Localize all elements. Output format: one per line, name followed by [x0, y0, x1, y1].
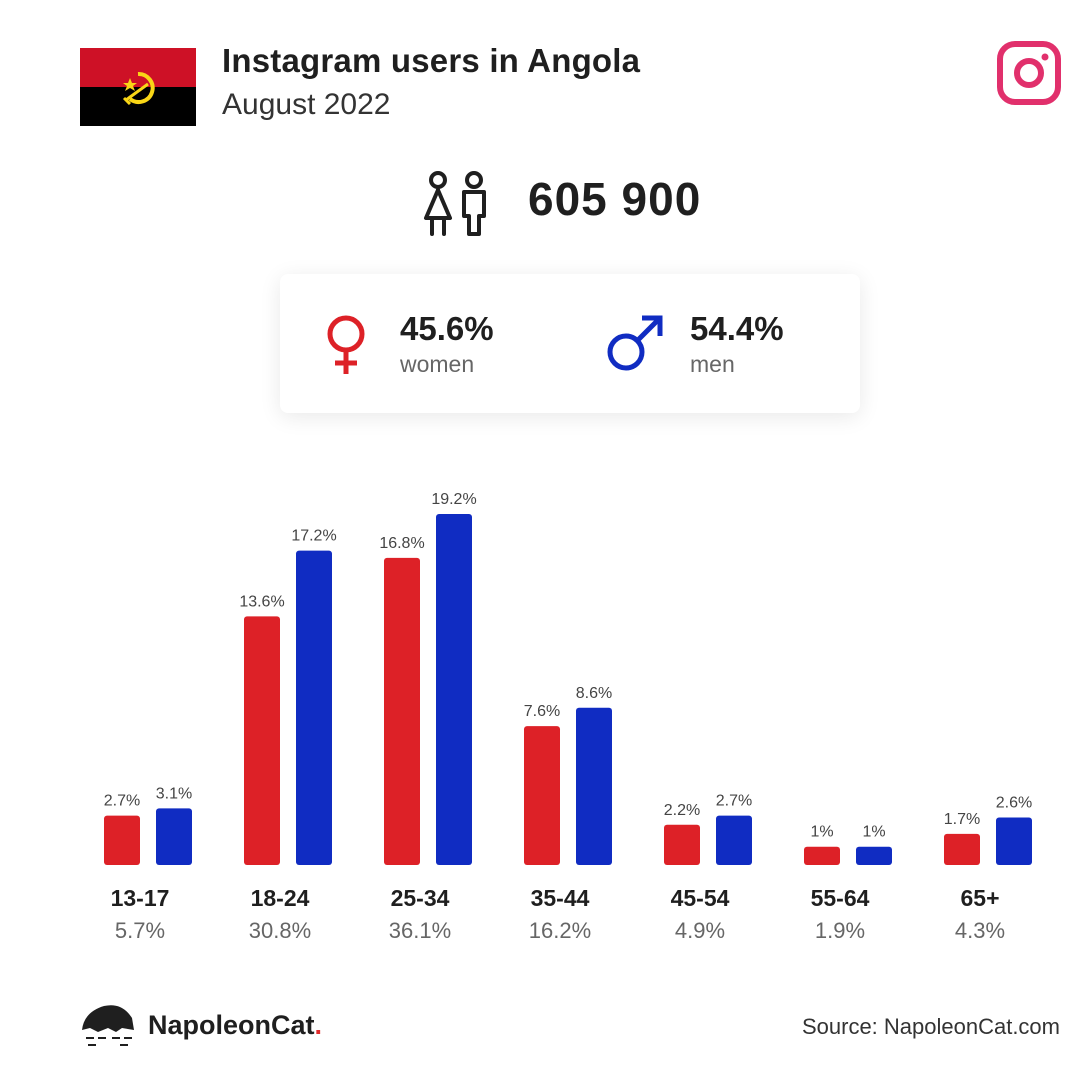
bar-women-45-54 — [664, 824, 700, 865]
category-label-25-34: 25-34 — [391, 885, 450, 911]
category-label-13-17: 13-17 — [111, 885, 170, 911]
data-label-women-65+: 1.7% — [944, 811, 980, 828]
category-total-45-54: 4.9% — [675, 918, 725, 943]
total-users-value: 605 900 — [528, 173, 702, 225]
age-gender-bar-chart: 2.7% 3.1% 13-17 5.7% 13.6% 17.2% 18-24 30.8% 16.… — [104, 491, 1032, 943]
category-label-45-54: 45-54 — [671, 885, 730, 911]
page-subtitle: August 2022 — [222, 88, 391, 121]
category-label-65+: 65+ — [960, 885, 999, 911]
data-label-men-25-34: 19.2% — [431, 491, 476, 508]
data-label-women-55-64: 1% — [810, 824, 833, 841]
data-label-men-13-17: 3.1% — [156, 785, 192, 802]
data-label-women-25-34: 16.8% — [379, 535, 424, 552]
category-label-55-64: 55-64 — [811, 885, 870, 911]
women-label: women — [400, 351, 475, 377]
page-title: Instagram users in Angola — [222, 42, 641, 79]
category-total-55-64: 1.9% — [815, 918, 865, 943]
users-icon — [424, 171, 486, 236]
bar-men-65+ — [996, 817, 1032, 865]
bar-men-35-44 — [576, 707, 612, 865]
data-label-men-18-24: 17.2% — [291, 528, 336, 545]
women-percentage: 45.6% — [400, 310, 494, 347]
category-total-18-24: 30.8% — [249, 918, 311, 943]
bar-men-55-64 — [856, 846, 892, 865]
bar-women-25-34 — [384, 557, 420, 865]
men-percentage: 54.4% — [690, 310, 784, 347]
category-label-18-24: 18-24 — [251, 885, 310, 911]
male-icon — [607, 315, 663, 371]
data-label-men-65+: 2.6% — [996, 794, 1032, 811]
bar-men-45-54 — [716, 815, 752, 865]
bar-women-13-17 — [104, 815, 140, 865]
category-total-35-44: 16.2% — [529, 918, 591, 943]
bar-men-18-24 — [296, 550, 332, 865]
angola-flag-icon — [80, 48, 196, 126]
data-label-women-35-44: 7.6% — [524, 703, 560, 720]
bar-women-55-64 — [804, 846, 840, 865]
bar-men-13-17 — [156, 808, 192, 865]
data-label-men-45-54: 2.7% — [716, 793, 752, 810]
bar-women-65+ — [944, 833, 980, 865]
data-label-men-55-64: 1% — [862, 824, 885, 841]
category-total-13-17: 5.7% — [115, 918, 165, 943]
men-label: men — [690, 351, 735, 377]
bar-women-18-24 — [244, 616, 280, 865]
data-label-men-35-44: 8.6% — [576, 685, 612, 702]
instagram-icon — [997, 41, 1061, 105]
data-label-women-45-54: 2.2% — [664, 802, 700, 819]
gender-split-card: 45.6% women 54.4% men — [280, 274, 860, 413]
source-text: Source: NapoleonCat.com — [801, 1014, 1060, 1039]
data-label-women-13-17: 2.7% — [104, 793, 140, 810]
napoleoncat-logo-icon — [82, 1005, 134, 1046]
category-total-65+: 4.3% — [955, 918, 1005, 943]
data-label-women-18-24: 13.6% — [239, 593, 284, 610]
brand-name: NapoleonCat. — [148, 1010, 323, 1040]
female-icon — [327, 315, 365, 374]
category-total-25-34: 36.1% — [389, 918, 451, 943]
bar-men-25-34 — [436, 514, 472, 865]
bar-women-35-44 — [524, 726, 560, 865]
category-label-35-44: 35-44 — [531, 885, 590, 911]
